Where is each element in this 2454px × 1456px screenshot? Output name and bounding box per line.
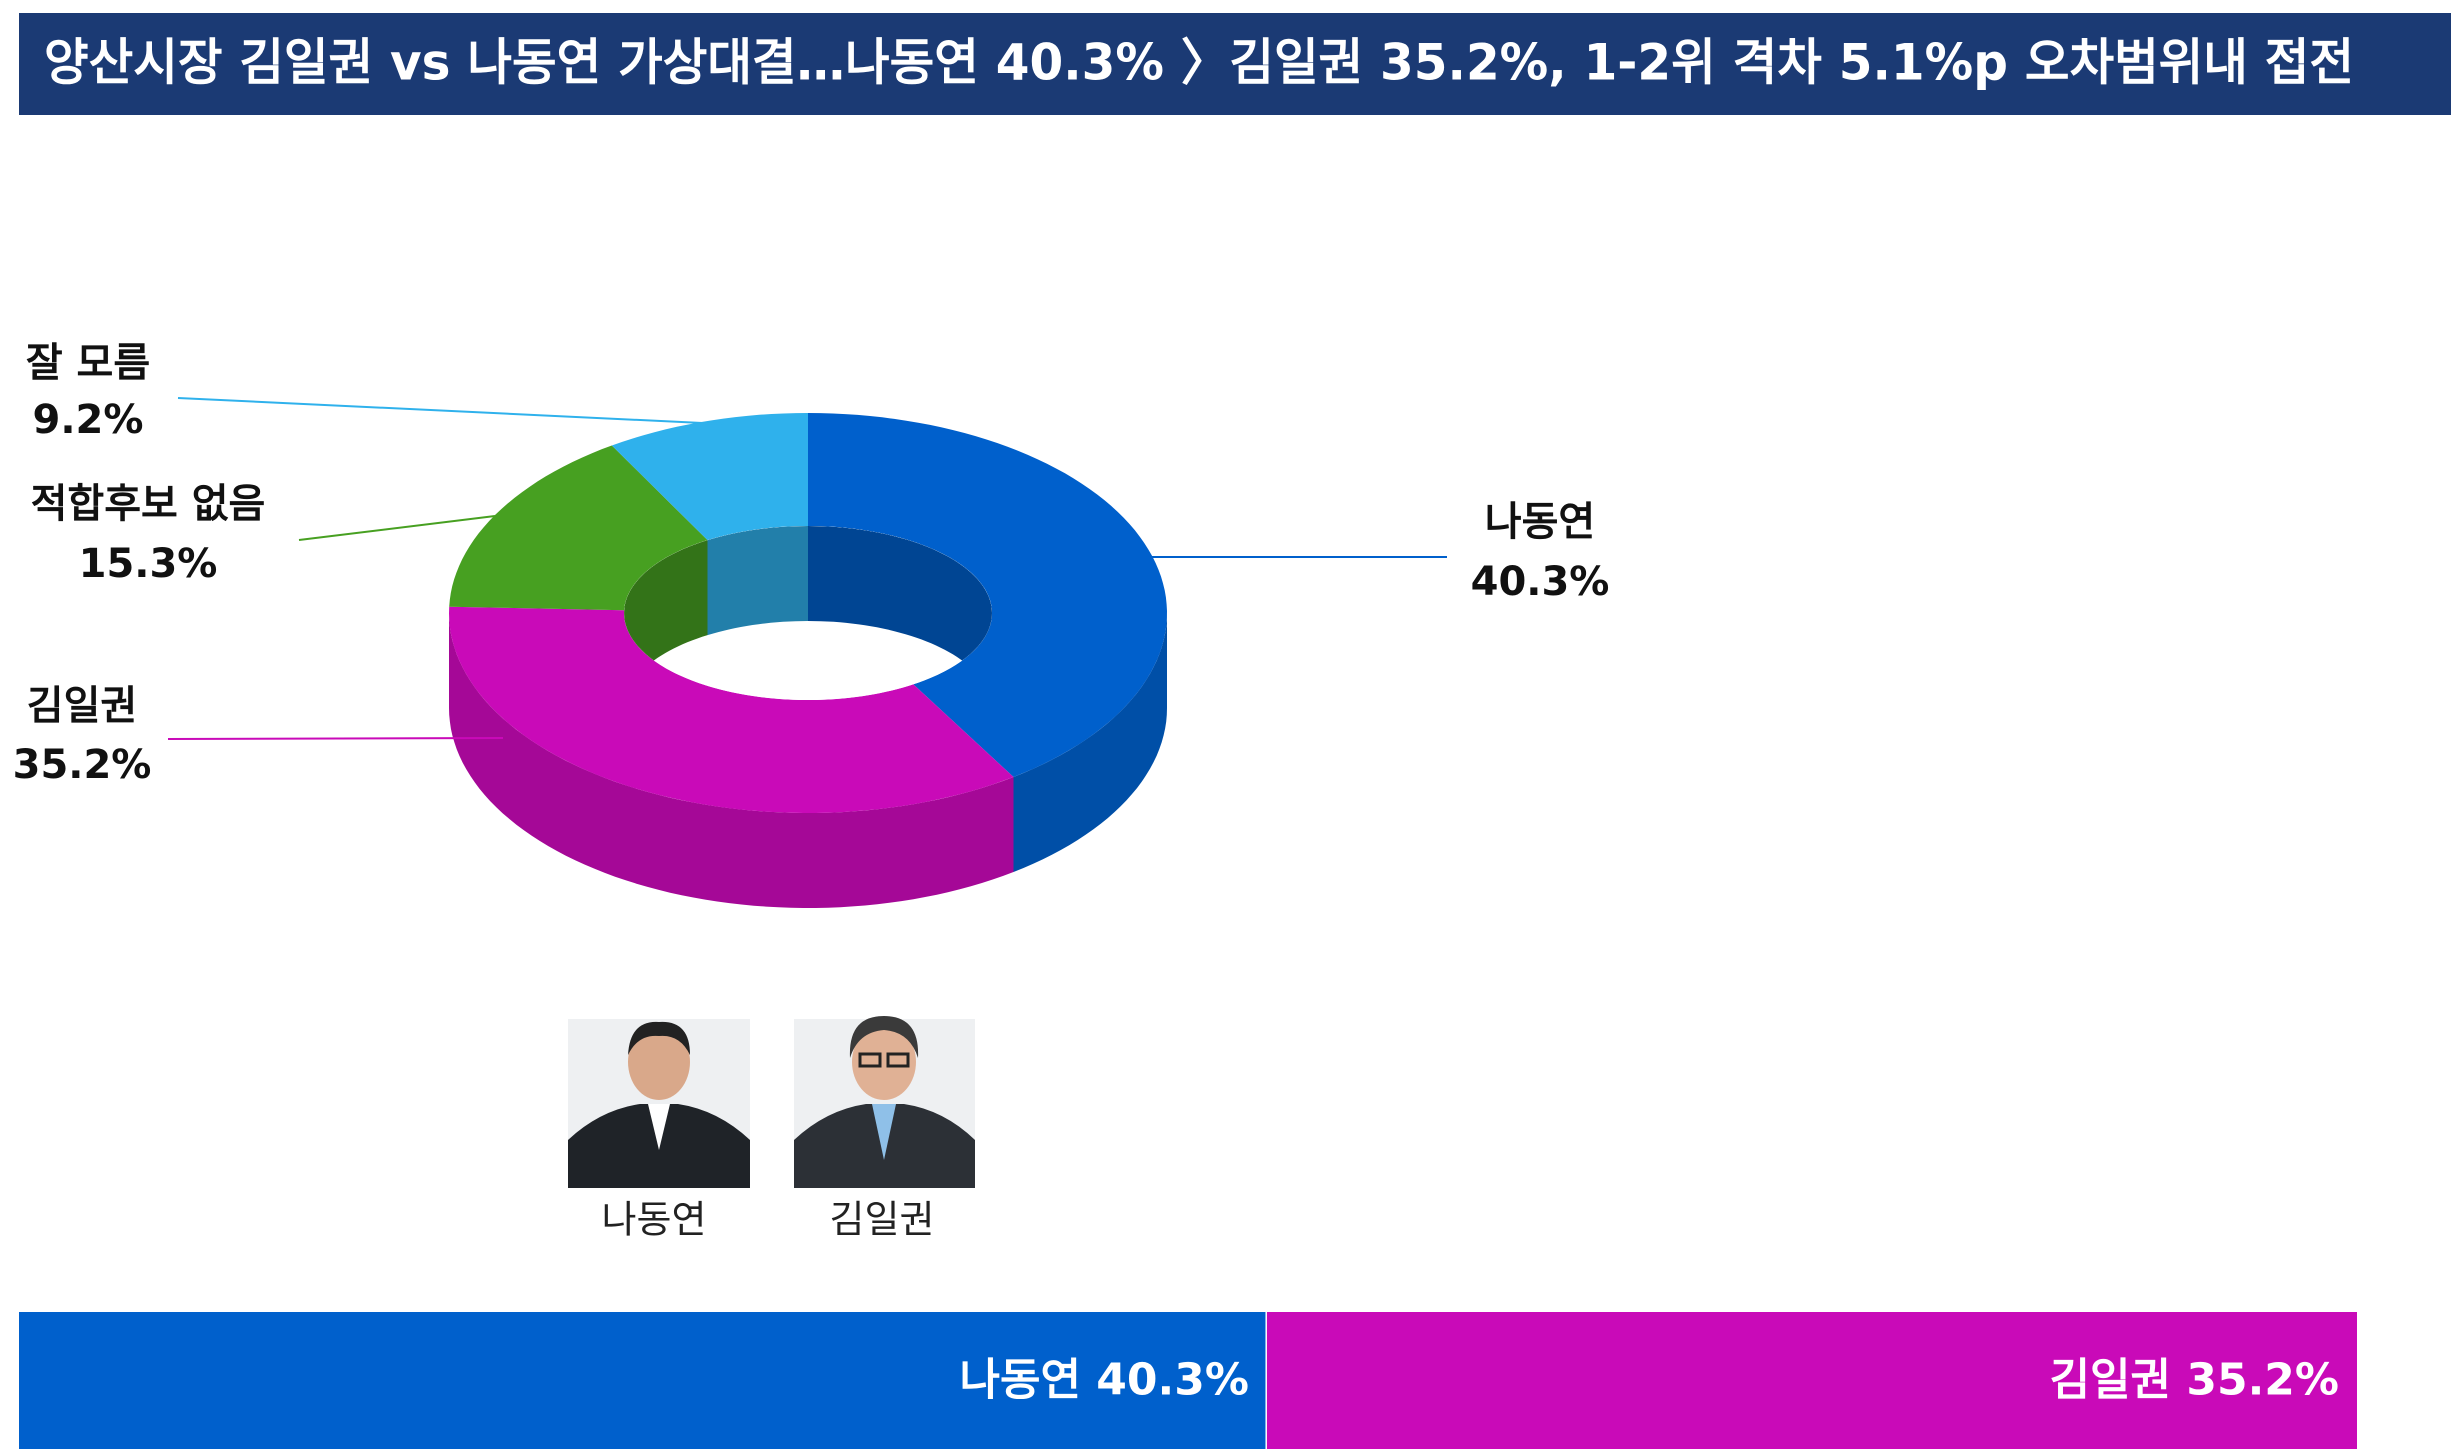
photo-caption: 나동연 — [602, 1198, 707, 1242]
slice — [808, 413, 1167, 777]
slice-side — [449, 613, 1014, 908]
bar-chart: 나동연 40.3% 김일권 35.2% — [19, 1312, 2357, 1449]
photo — [568, 1019, 750, 1188]
donut-chart — [449, 413, 1167, 908]
value-label: 9.2% — [33, 397, 144, 443]
slice-inner-wall — [808, 526, 992, 700]
leader-line — [167, 737, 504, 740]
slice-side — [1013, 613, 1167, 872]
value-label: 40.3% — [1096, 1355, 1249, 1406]
slice — [449, 606, 1014, 813]
photo — [794, 1016, 975, 1188]
value-label: 35.2% — [13, 742, 152, 788]
bar-label: 김일권 35.2% — [2050, 1355, 2339, 1406]
bar-segment — [1266, 1312, 2357, 1449]
category-label: 잘 모름 — [26, 340, 150, 386]
slice-inner-wall — [707, 526, 808, 636]
series-name: 나동연 — [960, 1355, 1081, 1406]
bar-label: 나동연 40.3% — [960, 1355, 1249, 1406]
value-label: 15.3% — [79, 541, 218, 587]
category-label: 나동연 — [1485, 499, 1595, 545]
value-label: 35.2% — [2186, 1355, 2339, 1406]
bar-segment — [19, 1312, 1267, 1449]
leader-line — [177, 397, 724, 425]
value-label: 40.3% — [1471, 559, 1610, 605]
series-name: 김일권 — [2050, 1355, 2171, 1406]
leader-line — [298, 515, 496, 541]
category-label: 김일권 — [27, 683, 137, 729]
photo-caption: 김일권 — [830, 1198, 935, 1242]
category-label: 적합후보 없음 — [31, 481, 266, 527]
title: 양산시장 김일권 vs 나동연 가상대결…나동연 40.3% 〉김일권 35.2… — [44, 34, 2354, 92]
donut-labels: 나동연 40.3% 김일권 35.2% 적합후보 없음 15.3% 잘 모름 9.2% — [13, 340, 1610, 788]
slice — [449, 445, 708, 611]
title-bar — [19, 13, 2451, 115]
slice — [611, 413, 808, 541]
